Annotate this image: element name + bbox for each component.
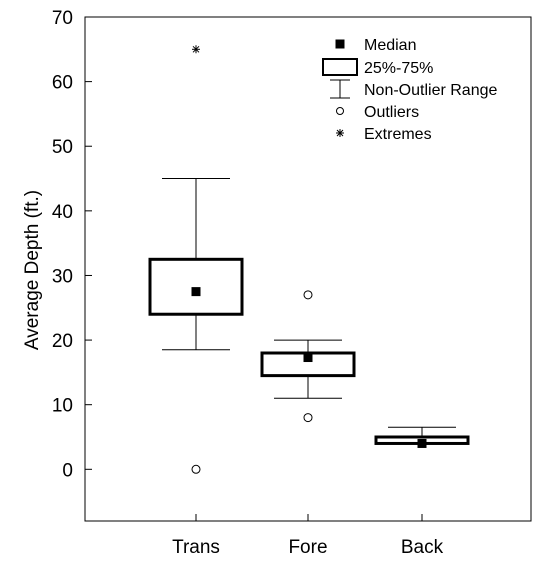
legend-label: Outliers	[364, 104, 419, 121]
legend-label: Non-Outlier Range	[364, 82, 498, 99]
x-tick-label: Back	[401, 537, 444, 558]
box-back	[374, 426, 470, 448]
box-series	[148, 45, 470, 474]
median-marker	[417, 438, 427, 448]
outlier-point	[303, 413, 313, 423]
y-tick-label: 10	[52, 396, 73, 417]
outlier-point	[191, 464, 201, 474]
box-trans	[148, 45, 244, 474]
y-axis: 0 10 20 30 40 50 60 70	[52, 8, 92, 481]
legend-item-median: Median	[335, 37, 416, 54]
y-tick-label: 0	[62, 460, 73, 481]
y-axis-title: Average Depth (ft.)	[22, 190, 43, 350]
median-marker	[303, 353, 313, 363]
x-tick-label: Fore	[288, 537, 327, 558]
legend-extreme-swatch	[336, 129, 344, 137]
legend-item-extreme: Extremes	[336, 126, 432, 143]
legend-item-whisker: Non-Outlier Range	[330, 79, 498, 99]
y-tick-label: 40	[52, 202, 73, 223]
x-axis: Trans Fore Back	[172, 514, 444, 558]
iqr-box	[260, 351, 356, 378]
x-tick-label: Trans	[172, 537, 220, 558]
y-tick-label: 50	[52, 137, 73, 158]
legend-item-outlier: Outliers	[336, 104, 419, 121]
legend-box-swatch	[322, 58, 358, 76]
iqr-box	[148, 257, 244, 316]
legend-median-swatch	[335, 39, 345, 49]
extreme-point	[192, 45, 200, 54]
outlier-point	[303, 290, 313, 300]
y-tick-label: 70	[52, 8, 73, 29]
y-tick-label: 20	[52, 331, 73, 352]
legend: Median 25%-75% Non-Outlier Range Outliers Ex…	[322, 37, 498, 143]
legend-label: Extremes	[364, 126, 432, 143]
box-fore	[260, 290, 356, 423]
legend-whisker-swatch	[330, 79, 350, 99]
legend-item-box: 25%-75%	[322, 58, 433, 77]
legend-label: 25%-75%	[364, 60, 433, 77]
y-tick-label: 30	[52, 266, 73, 287]
median-marker	[191, 287, 201, 297]
legend-outlier-swatch	[336, 107, 344, 115]
legend-label: Median	[364, 37, 416, 54]
y-tick-label: 60	[52, 73, 73, 94]
